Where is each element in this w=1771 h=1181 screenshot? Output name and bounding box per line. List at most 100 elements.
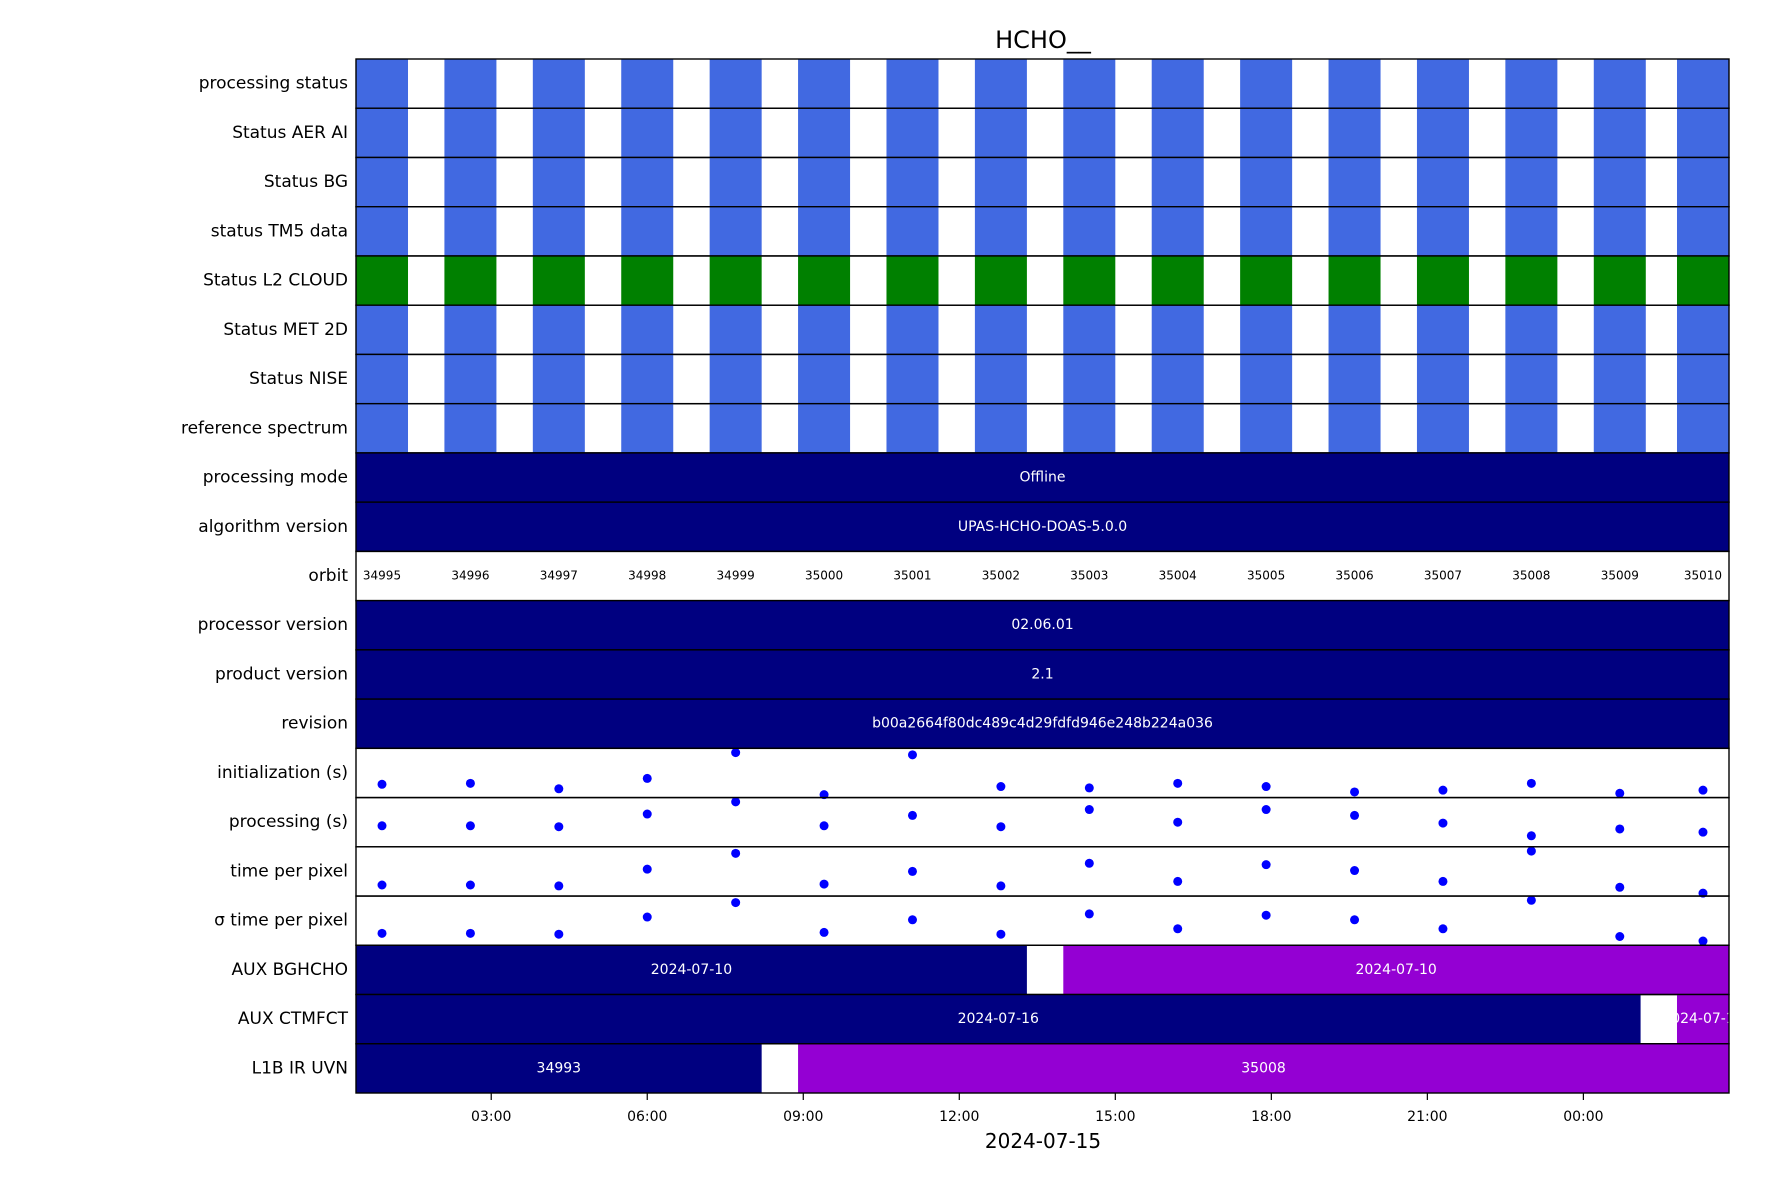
status-block bbox=[621, 59, 674, 109]
status-block bbox=[1240, 157, 1293, 207]
status-block bbox=[1505, 157, 1558, 207]
value-segment bbox=[356, 452, 1729, 503]
data-point bbox=[1615, 882, 1625, 892]
row-label: Status AER AI bbox=[232, 123, 348, 143]
data-point bbox=[1350, 787, 1360, 797]
data-point bbox=[1526, 831, 1536, 841]
x-tick-label: 12:00 bbox=[939, 1109, 979, 1125]
status-block bbox=[1063, 403, 1116, 453]
segment-label: 02.06.01 bbox=[1011, 617, 1073, 633]
status-block bbox=[798, 206, 851, 256]
segment-label: 2024-07-16 bbox=[958, 1011, 1039, 1027]
x-tick-label: 21:00 bbox=[1407, 1109, 1447, 1125]
row-label: processing mode bbox=[203, 468, 348, 488]
status-block bbox=[356, 108, 409, 158]
status-block bbox=[1676, 108, 1729, 158]
orbit-number: 35006 bbox=[1335, 569, 1373, 583]
data-point bbox=[907, 915, 917, 925]
status-block bbox=[1416, 403, 1469, 453]
row-border bbox=[355, 1043, 1730, 1094]
status-block bbox=[1240, 354, 1293, 404]
data-point bbox=[377, 880, 387, 890]
status-block bbox=[974, 354, 1027, 404]
row-label: reference spectrum bbox=[181, 418, 348, 438]
data-point bbox=[996, 881, 1006, 891]
data-point bbox=[554, 784, 564, 794]
status-block bbox=[444, 403, 497, 453]
status-block bbox=[1505, 108, 1558, 158]
orbit-number: 34999 bbox=[717, 569, 755, 583]
status-block bbox=[886, 354, 939, 404]
status-block bbox=[709, 59, 762, 109]
row-label: Status NISE bbox=[249, 369, 348, 389]
data-point bbox=[1438, 818, 1448, 828]
status-block bbox=[1593, 403, 1646, 453]
plot-area: processing status Status AER AI Status BG s… bbox=[181, 58, 1743, 1125]
data-point bbox=[907, 810, 917, 820]
status-block bbox=[1328, 157, 1381, 207]
segment-label: 34993 bbox=[537, 1060, 582, 1076]
row-label: Status L2 CLOUD bbox=[203, 271, 348, 291]
value-segment bbox=[798, 1043, 1729, 1093]
data-point bbox=[465, 821, 475, 831]
row-label: processor version bbox=[198, 615, 348, 635]
orbit-number: 35004 bbox=[1159, 569, 1197, 583]
status-block bbox=[1151, 403, 1204, 453]
data-point bbox=[1698, 827, 1708, 837]
status-block bbox=[709, 354, 762, 404]
status-block bbox=[1593, 59, 1646, 109]
status-block bbox=[974, 403, 1027, 453]
status-block bbox=[621, 255, 674, 306]
data-point bbox=[1084, 858, 1094, 868]
data-point bbox=[642, 864, 652, 874]
status-block bbox=[1593, 354, 1646, 404]
status-block bbox=[621, 403, 674, 453]
data-point bbox=[1526, 778, 1536, 788]
x-tick-label: 09:00 bbox=[783, 1109, 823, 1125]
orbit-number: 35009 bbox=[1601, 569, 1639, 583]
row-label: orbit bbox=[308, 566, 348, 586]
status-block bbox=[532, 255, 585, 306]
status-block bbox=[1328, 403, 1381, 453]
segment-label: 2.1 bbox=[1031, 666, 1053, 682]
data-point bbox=[731, 748, 741, 758]
status-block bbox=[356, 206, 409, 256]
row-label: status TM5 data bbox=[211, 221, 348, 241]
segment-label: 2024-07-17 bbox=[1662, 1011, 1743, 1027]
data-point bbox=[1173, 817, 1183, 827]
status-block bbox=[444, 108, 497, 158]
value-segment bbox=[356, 649, 1729, 700]
data-point bbox=[1350, 810, 1360, 820]
data-point bbox=[1615, 788, 1625, 798]
status-block bbox=[1063, 206, 1116, 256]
data-point bbox=[642, 912, 652, 922]
x-tick-label: 18:00 bbox=[1251, 1109, 1291, 1125]
x-tick-label: 00:00 bbox=[1563, 1109, 1603, 1125]
status-block bbox=[444, 206, 497, 256]
status-block bbox=[1328, 59, 1381, 109]
value-segment bbox=[356, 945, 1027, 995]
status-block bbox=[532, 206, 585, 256]
status-block bbox=[1416, 305, 1469, 355]
data-point bbox=[1173, 778, 1183, 788]
status-block bbox=[1240, 255, 1293, 306]
status-block bbox=[1676, 157, 1729, 207]
status-block bbox=[1240, 59, 1293, 109]
row-label: σ time per pixel bbox=[214, 911, 348, 931]
status-block bbox=[444, 59, 497, 109]
status-block bbox=[1151, 255, 1204, 306]
data-point bbox=[377, 779, 387, 789]
status-block bbox=[974, 108, 1027, 158]
data-point bbox=[642, 809, 652, 819]
data-point bbox=[1615, 932, 1625, 941]
status-block bbox=[356, 255, 409, 306]
data-point bbox=[1261, 782, 1271, 792]
status-block bbox=[886, 255, 939, 306]
status-block bbox=[532, 157, 585, 207]
row-label: AUX CTMFCT bbox=[238, 1009, 349, 1029]
data-point bbox=[996, 782, 1006, 792]
status-block bbox=[709, 255, 762, 306]
data-point bbox=[377, 821, 387, 831]
status-block bbox=[798, 255, 851, 306]
